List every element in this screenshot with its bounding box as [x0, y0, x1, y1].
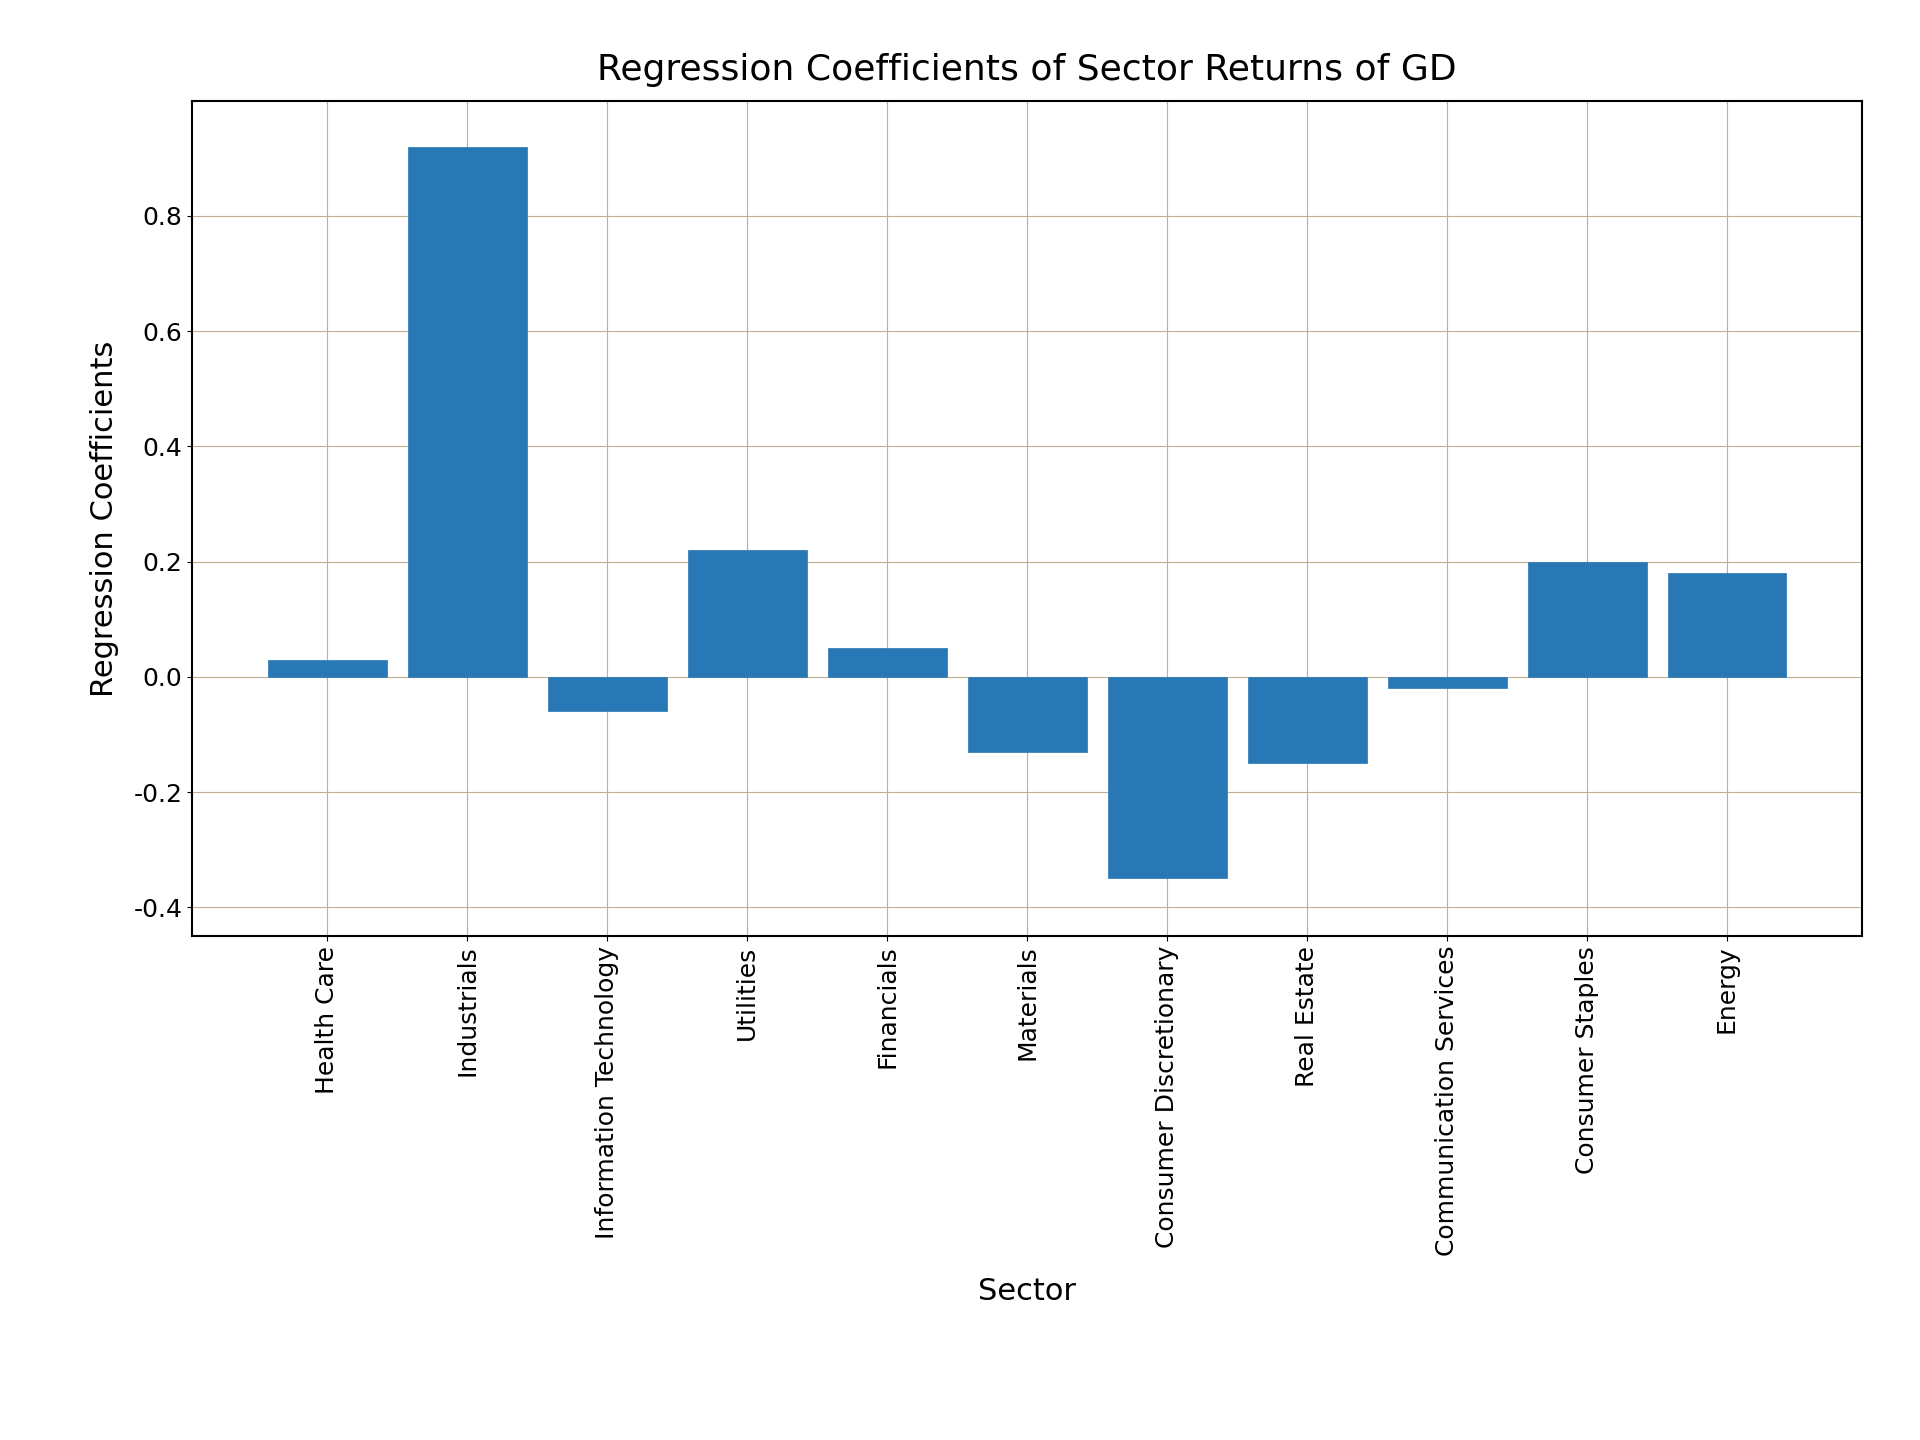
Bar [1528, 562, 1647, 677]
Title: Regression Coefficients of Sector Returns of GD: Regression Coefficients of Sector Return… [597, 53, 1457, 86]
Bar [1108, 677, 1227, 878]
X-axis label: Sector: Sector [977, 1277, 1077, 1306]
Bar [828, 648, 947, 677]
Bar [407, 147, 526, 677]
Bar [269, 660, 388, 677]
Bar [1667, 573, 1786, 677]
Bar [687, 550, 806, 677]
Bar [968, 677, 1087, 752]
Bar [1248, 677, 1367, 763]
Y-axis label: Regression Coefficients: Regression Coefficients [90, 340, 119, 697]
Bar [1388, 677, 1507, 688]
Bar [547, 677, 666, 711]
